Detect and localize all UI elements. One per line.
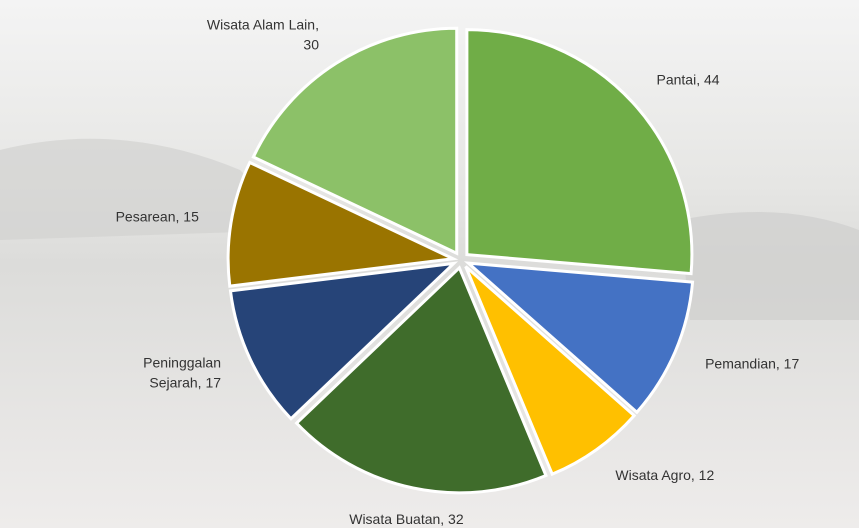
background-hill bbox=[0, 138, 300, 240]
data-label: Pesarean, 15 bbox=[116, 208, 199, 224]
data-label: Peninggalan Sejarah, 17 bbox=[143, 354, 221, 390]
pie-slice bbox=[464, 265, 637, 477]
data-label: Wisata Buatan, 32 bbox=[349, 511, 464, 527]
pie-slice bbox=[226, 160, 459, 288]
background-hill bbox=[680, 212, 859, 320]
data-label: Pemandian, 17 bbox=[705, 355, 799, 371]
data-label: Wisata Agro, 12 bbox=[615, 467, 714, 483]
pie-slice bbox=[294, 265, 548, 495]
pie-slice bbox=[228, 261, 459, 421]
data-label: Pantai, 44 bbox=[657, 71, 720, 87]
pie-slice bbox=[251, 26, 459, 256]
pie bbox=[226, 26, 695, 495]
data-label: Wisata Alam Lain, 30 bbox=[207, 16, 319, 52]
pie-slice bbox=[465, 28, 694, 276]
pie-slice bbox=[463, 261, 695, 415]
